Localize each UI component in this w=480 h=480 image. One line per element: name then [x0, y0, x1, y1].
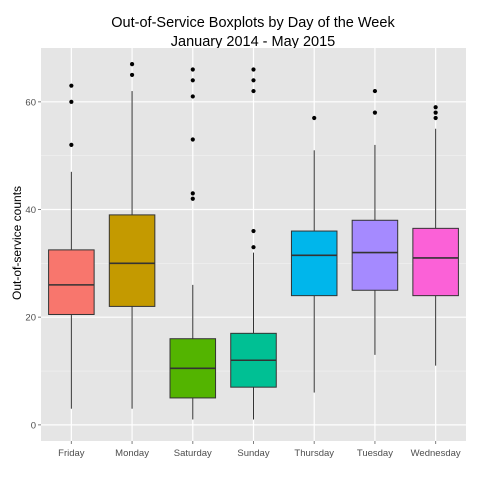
- outlier-point: [251, 67, 256, 72]
- box-saturday: [169, 67, 217, 420]
- box-thursday: [290, 115, 338, 393]
- outlier-point: [433, 105, 438, 110]
- outlier-point: [190, 78, 195, 83]
- outlier-point: [129, 62, 135, 67]
- outlier-point: [251, 228, 256, 234]
- outlier-point: [190, 191, 195, 196]
- outlier-point: [190, 137, 195, 142]
- iqr-box: [48, 249, 95, 315]
- box-tuesday: [351, 88, 399, 355]
- box-monday: [108, 62, 156, 409]
- axis-layer: 0 20 40 60 Friday Monday Saturday Sunday Thursda…: [25, 97, 460, 459]
- outlier-point: [69, 142, 74, 148]
- iqr-box: [351, 219, 399, 291]
- x-tick-label: Friday: [58, 448, 85, 459]
- iqr-box: [412, 227, 459, 297]
- y-tick-label: 60: [25, 97, 36, 108]
- y-tick-label: 40: [25, 205, 36, 216]
- x-tick-label: Thursday: [294, 448, 334, 459]
- outlier-point: [312, 115, 317, 121]
- chart-subtitle: January 2014 - May 2015: [171, 34, 335, 50]
- y-axis-label: Out-of-service counts: [10, 186, 24, 300]
- outlier-point: [372, 110, 378, 115]
- y-tick-label: 20: [25, 313, 36, 324]
- outlier-point: [69, 99, 74, 104]
- outlier-point: [69, 83, 74, 88]
- outlier-point: [129, 72, 135, 78]
- x-tick-label: Saturday: [174, 448, 212, 459]
- x-tick-label: Sunday: [237, 448, 269, 459]
- x-tick-label: Tuesday: [357, 448, 393, 459]
- outlier-point: [190, 94, 195, 99]
- outlier-point: [251, 245, 256, 250]
- outlier-point: [251, 88, 256, 94]
- outlier-point: [433, 110, 438, 115]
- outlier-point: [190, 196, 195, 201]
- outlier-point: [372, 88, 378, 94]
- outlier-point: [190, 67, 195, 72]
- y-tick-label: 0: [31, 420, 36, 431]
- box-wednesday: [412, 105, 459, 366]
- box-sunday: [230, 67, 277, 420]
- x-tick-label: Monday: [115, 448, 149, 459]
- outlier-point: [433, 115, 438, 121]
- box-friday: [48, 83, 95, 409]
- iqr-box: [290, 230, 338, 297]
- x-tick-label: Wednesday: [411, 448, 461, 459]
- box-layer: [48, 62, 459, 420]
- chart-title: Out-of-Service Boxplots by Day of the We…: [111, 15, 395, 31]
- iqr-box: [108, 214, 156, 307]
- outlier-point: [251, 78, 256, 83]
